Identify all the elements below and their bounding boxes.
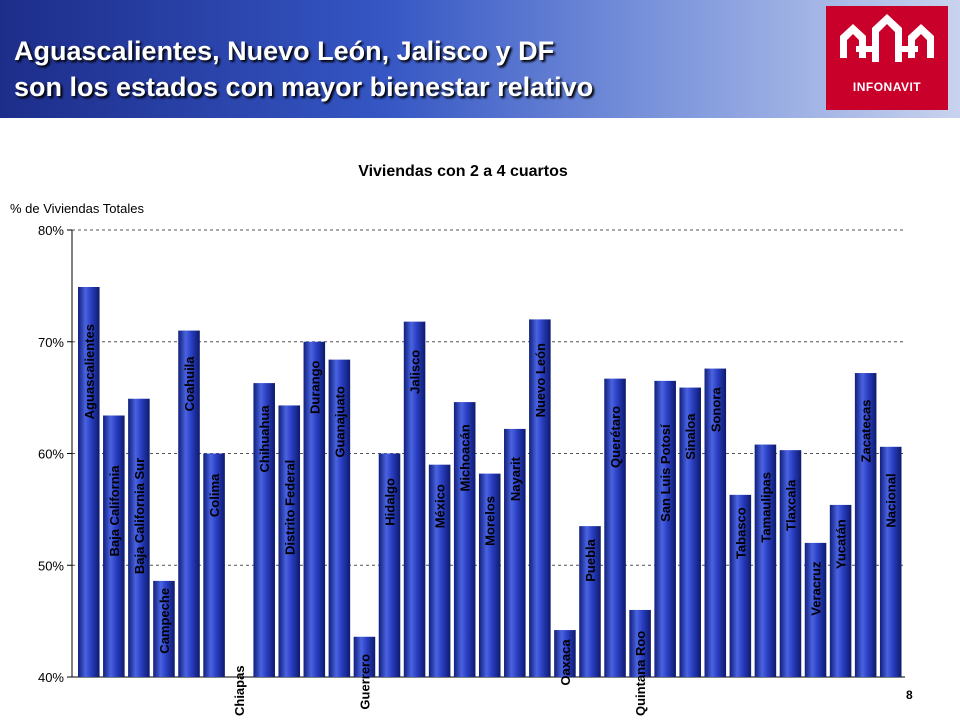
bar (704, 368, 727, 677)
bar (829, 504, 852, 677)
category-label: Durango (307, 360, 322, 414)
y-tick-label: 60% (38, 447, 64, 462)
y-tick-label: 70% (38, 335, 64, 350)
category-label: Campeche (157, 588, 172, 654)
bar (579, 526, 601, 677)
bar (103, 415, 125, 677)
category-label: Veracruz (809, 561, 824, 616)
y-tick-label: 50% (38, 558, 64, 573)
page-number: 8 (906, 688, 913, 702)
category-label: Nacional (884, 473, 899, 527)
category-label: Aguascalientes (82, 324, 97, 419)
infonavit-logo: INFONAVIT (826, 6, 948, 110)
bar (378, 453, 401, 677)
category-label: Quintana Roo (633, 631, 648, 716)
bar (554, 630, 576, 677)
bar (278, 405, 301, 677)
bars-layer (78, 286, 902, 677)
category-label: Tabasco (733, 507, 748, 559)
bar (504, 428, 526, 677)
bar (328, 359, 351, 677)
bar (78, 286, 100, 677)
chart-title: Viviendas con 2 a 4 cuartos (358, 163, 568, 180)
category-label: Hidalgo (383, 478, 398, 526)
y-tick-label: 80% (38, 223, 64, 238)
bar (203, 453, 225, 677)
category-label: Jalisco (408, 350, 423, 394)
bar (804, 542, 827, 677)
category-label: Baja California (107, 465, 122, 557)
category-label: Distrito Federal (282, 460, 297, 555)
bar (178, 330, 200, 677)
category-label: Sonora (708, 387, 723, 433)
logo-text: INFONAVIT (852, 80, 922, 94)
category-label: Querétaro (608, 406, 623, 468)
bar (253, 383, 275, 677)
category-label: Puebla (583, 538, 598, 581)
bar (403, 321, 426, 677)
category-label: Yucatán (834, 519, 849, 569)
bar (478, 473, 501, 677)
bar (453, 402, 476, 677)
house-logo-icon (840, 14, 934, 62)
category-label: Morelos (483, 496, 498, 546)
category-label: Tlaxcala (783, 479, 798, 531)
slide-title-line-1: Aguascalientes, Nuevo León, Jalisco y DF (14, 36, 555, 66)
bar (529, 319, 551, 677)
bar (629, 609, 651, 677)
category-label: Oaxaca (558, 639, 573, 686)
bar (353, 636, 376, 677)
category-label: Michoacán (458, 424, 473, 491)
category-label: Guerrero (357, 654, 372, 710)
category-label: Guanajuato (332, 386, 347, 458)
bar (779, 450, 802, 677)
bar (128, 398, 150, 677)
category-label: Zacatecas (859, 400, 874, 463)
bar (654, 380, 676, 677)
title-banner: Aguascalientes, Nuevo León, Jalisco y DF… (0, 0, 960, 118)
bar (303, 341, 326, 677)
bar (729, 494, 752, 677)
category-label: Tamaulipas (758, 472, 773, 543)
bar (879, 446, 902, 677)
labels-layer: Aguascalientes Baja California Baja Califo… (82, 324, 899, 716)
y-tick-label: 40% (38, 670, 64, 685)
category-label: Sinaloa (683, 413, 698, 460)
category-label: Chiapas (232, 665, 247, 716)
category-label: Chihuahua (257, 405, 272, 473)
bar (153, 580, 175, 677)
category-label: Nuevo León (533, 343, 548, 417)
bar (854, 373, 877, 677)
category-label: Nayarit (508, 456, 523, 501)
slide-title-line-2: son los estados con mayor bienestar rela… (14, 72, 594, 102)
category-label: San Luis Potosí (658, 424, 673, 522)
y-axis-label: % de Viviendas Totales (10, 201, 144, 216)
category-label: Baja California Sur (132, 458, 147, 574)
category-label: México (433, 484, 448, 528)
bar (604, 378, 626, 677)
category-label: Colima (207, 473, 222, 517)
bar (428, 464, 451, 677)
bar (754, 444, 777, 677)
bar (679, 387, 702, 677)
category-label: Coahuila (182, 356, 197, 412)
